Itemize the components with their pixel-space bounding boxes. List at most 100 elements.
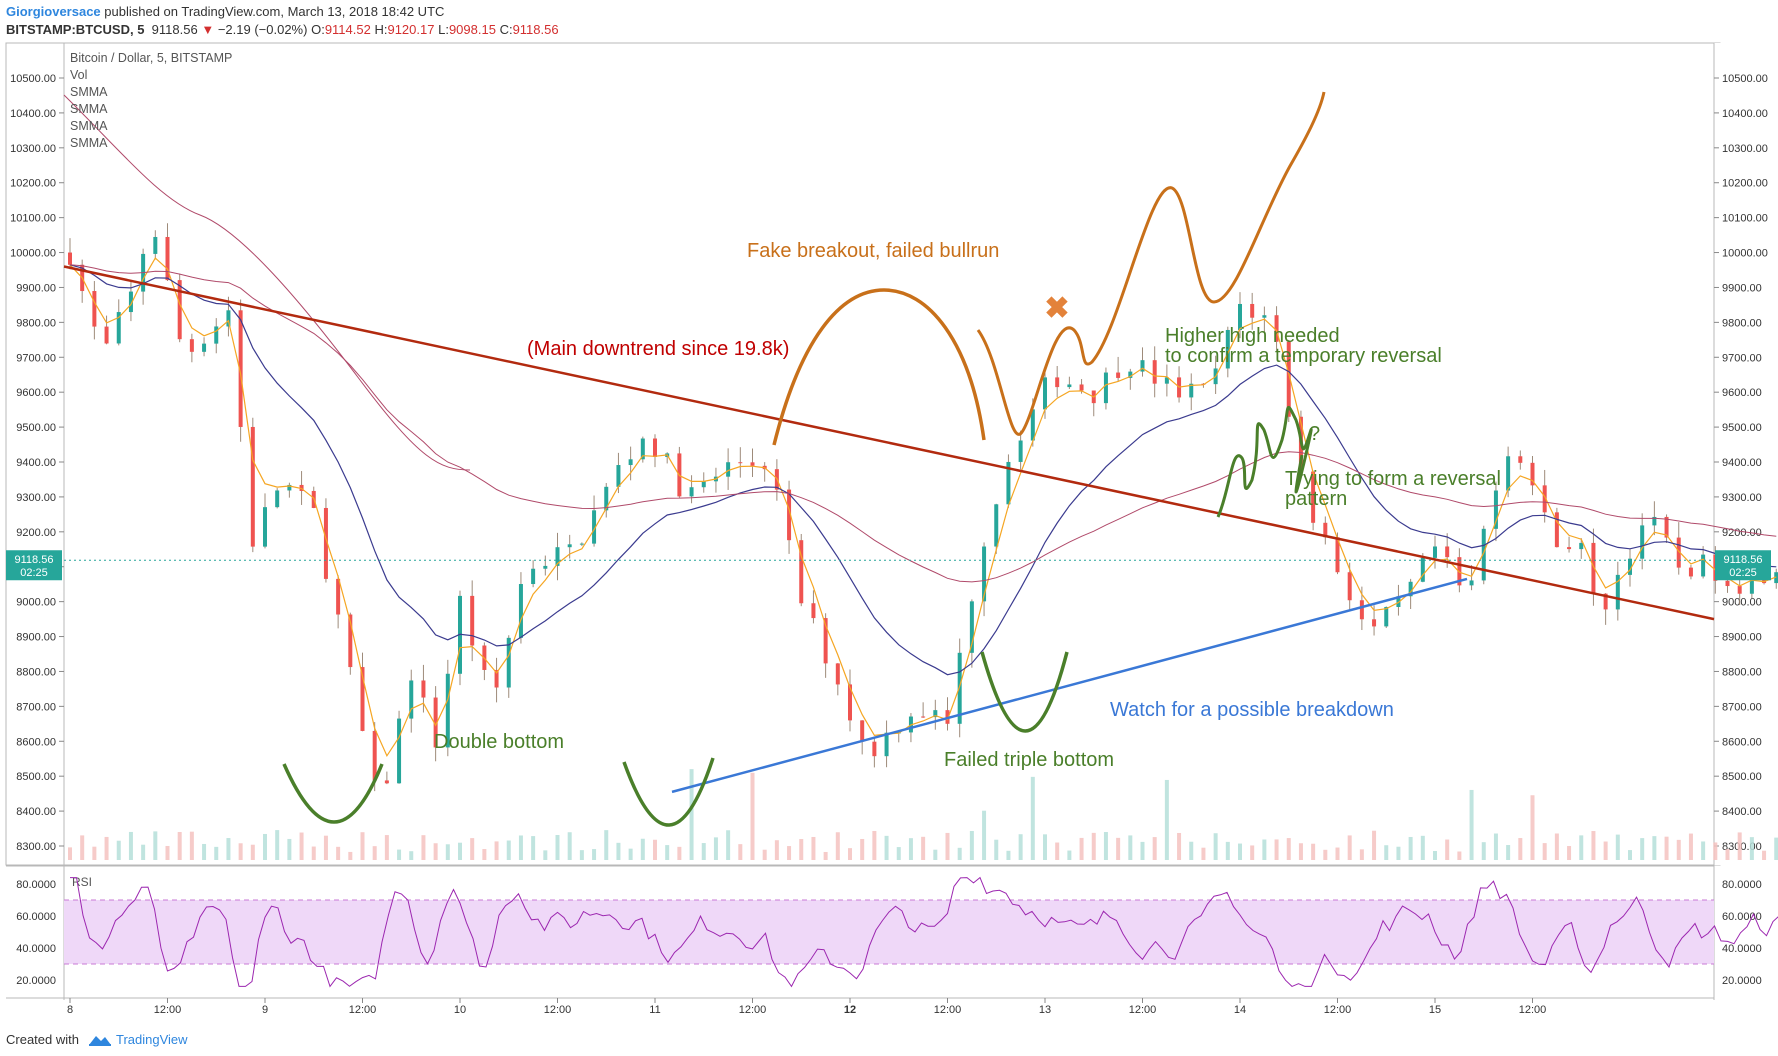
y-tick-label-right: 10200.00 <box>1722 178 1768 190</box>
volume-bar <box>640 838 645 860</box>
candle-body <box>1749 574 1754 594</box>
candle-body <box>579 543 584 545</box>
volume-bar <box>811 836 816 860</box>
candle-body <box>1567 547 1572 550</box>
volume-bar <box>165 845 170 860</box>
candle-body <box>1554 512 1559 548</box>
volume-bar <box>848 848 852 860</box>
volume-bar <box>1737 832 1742 860</box>
volume-bar <box>1664 836 1669 860</box>
tradingview-logo-icon[interactable] <box>88 1031 112 1047</box>
volume-bar <box>701 843 706 860</box>
volume-bar <box>1359 849 1364 860</box>
candle-body <box>128 291 133 313</box>
candle-body <box>433 697 438 748</box>
high-value: 9120.17 <box>387 22 435 37</box>
price-tag-timer: 02:25 <box>1729 567 1757 579</box>
x-tick-label: 12:00 <box>349 1004 377 1016</box>
y-tick-label-right: 10400.00 <box>1722 108 1768 120</box>
volume-bar <box>1103 832 1108 860</box>
annotation-downtrend: (Main downtrend since 19.8k) <box>527 338 789 360</box>
y-tick-label-right: 9500.00 <box>1722 422 1762 434</box>
candle-body <box>750 462 755 466</box>
reversal-squiggle <box>1216 405 1313 518</box>
volume-bar <box>226 838 231 860</box>
y-tick-label-right: 9000.00 <box>1722 597 1762 609</box>
volume-bar <box>994 839 999 860</box>
volume-bar <box>1006 850 1011 860</box>
volume-bar <box>823 851 828 860</box>
volume-bar <box>1493 833 1498 860</box>
y-tick-label-left: 10200.00 <box>10 178 56 190</box>
volume-bar <box>1311 843 1316 860</box>
y-tick-label-left: 10000.00 <box>10 248 56 260</box>
volume-bar <box>1128 835 1133 860</box>
symbol-title: Bitcoin / Dollar, 5, BITSTAMP <box>70 51 233 65</box>
price-chart[interactable]: 8300.008300.008400.008400.008500.008500.… <box>0 0 1778 1020</box>
candle-body <box>1262 315 1267 318</box>
candle-body <box>1469 580 1474 586</box>
volume-bar <box>433 843 438 860</box>
volume-bar <box>92 846 97 860</box>
volume-bar <box>177 832 182 860</box>
candle-body <box>1116 372 1121 378</box>
volume-bar <box>189 831 194 860</box>
volume-bar <box>1384 845 1389 860</box>
candle-body <box>287 484 292 491</box>
volume-bar <box>421 835 426 860</box>
candle-body <box>1018 440 1023 462</box>
volume-bar <box>713 837 718 860</box>
candle-body <box>1493 490 1498 529</box>
volume-bar <box>762 849 767 860</box>
y-tick-label-left: 9800.00 <box>16 317 56 329</box>
volume-bar <box>1567 846 1572 860</box>
candle-body <box>653 438 657 457</box>
candle-body <box>1347 572 1352 601</box>
tradingview-link[interactable]: TradingView <box>116 1032 188 1047</box>
volume-bar <box>1713 842 1718 860</box>
volume-bar <box>1286 838 1291 860</box>
price-tag-right <box>1715 550 1771 581</box>
candle-body <box>787 489 792 541</box>
x-tick-label: 13 <box>1039 1004 1051 1016</box>
double-bottom-curve-2 <box>622 757 715 827</box>
volume-bar <box>1469 789 1474 860</box>
candle-body <box>1579 542 1584 550</box>
y-tick-label-left: 9900.00 <box>16 282 56 294</box>
candle-body <box>848 684 852 721</box>
candle-body <box>1774 572 1778 584</box>
volume-bar <box>860 838 865 860</box>
volume-bar <box>141 844 146 860</box>
volume-bar <box>1335 847 1340 860</box>
volume-bar <box>872 830 877 860</box>
volume-bar <box>360 832 365 860</box>
candle-body <box>1323 522 1328 538</box>
volume-bar <box>1676 839 1681 860</box>
y-tick-label-right: 9300.00 <box>1722 492 1762 504</box>
low-label: L: <box>438 22 449 37</box>
volume-bar <box>1542 843 1547 860</box>
vol-label: Vol <box>70 68 88 82</box>
volume-bar <box>1457 851 1462 860</box>
candle-body <box>214 326 219 344</box>
volume-bar <box>1518 838 1523 860</box>
candle-body <box>921 716 926 718</box>
price-tag-left <box>6 550 62 581</box>
volume-bar <box>1298 843 1303 860</box>
x-tick-label: 8 <box>67 1004 73 1016</box>
double-bottom-curve-1 <box>282 763 384 824</box>
candle-body <box>397 718 402 784</box>
candle-body <box>1457 557 1462 586</box>
projected-bull-path <box>976 91 1326 436</box>
volume-bar <box>604 830 609 860</box>
volume-bar <box>1579 835 1584 860</box>
volume-bar <box>1323 849 1328 860</box>
author-link[interactable]: Giorgioversace <box>6 4 101 19</box>
volume-bar <box>263 833 267 860</box>
open-value: 9114.52 <box>324 22 371 37</box>
rsi-tick-label-left: 20.0000 <box>16 975 56 987</box>
candle-body <box>738 462 743 464</box>
candle-body <box>250 426 255 547</box>
volume-bar <box>945 832 950 860</box>
x-tick-label: 11 <box>649 1004 660 1016</box>
